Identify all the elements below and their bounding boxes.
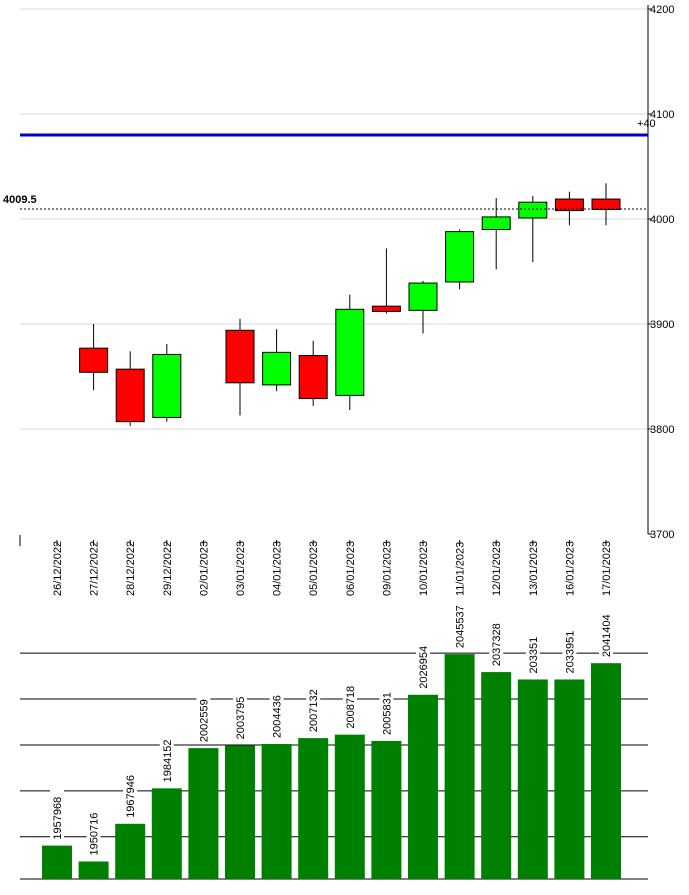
date-tick-label: 28/12/2022 (125, 541, 137, 596)
volume-label-backdrop (416, 636, 430, 690)
date-tick-label: 11/01/2023 (455, 542, 467, 596)
date-tick-label: 10/01/2023 (418, 541, 430, 596)
date-tick-label: 12/01/2023 (491, 541, 503, 596)
reference-line-group: +40 (20, 118, 656, 137)
candle-body (554, 198, 584, 212)
price-tick-label: 3900 (650, 319, 674, 331)
volume-data-label: 2026954 (418, 646, 430, 689)
date-tick-label: 16/01/2023 (564, 541, 576, 596)
volume-label-backdrop (269, 686, 284, 740)
volume-bar (334, 734, 365, 879)
volume-label-backdrop (233, 687, 247, 741)
date-tick-label: 09/01/2023 (381, 541, 393, 596)
volume-bar (481, 672, 512, 879)
price-tick-label: 3700 (650, 529, 674, 541)
price-gridlines (20, 8, 648, 430)
candle-body (262, 351, 292, 386)
volume-data-label: 203351 (528, 637, 540, 674)
volume-bar (42, 845, 72, 879)
volume-data-label: 2033951 (564, 631, 576, 674)
price-tick-label: 4000 (650, 214, 674, 226)
volume-label-backdrop (86, 803, 101, 857)
volume-data-label: 2008718 (345, 686, 357, 729)
volume-label-backdrop (196, 690, 211, 744)
volume-label-backdrop (452, 596, 467, 650)
candlestick-series (79, 183, 621, 426)
date-tick-label: 03/01/2023 (235, 541, 247, 596)
volume-label-backdrop (379, 682, 394, 736)
candle-body (225, 329, 255, 384)
volume-data-label: 2037328 (491, 623, 503, 666)
date-tick-label: 05/01/2023 (308, 541, 320, 596)
candle-body (335, 308, 365, 396)
candle-body (408, 282, 438, 311)
volume-label-backdrop (599, 605, 613, 659)
candle-body (445, 231, 475, 283)
volume-label-backdrop (50, 787, 64, 841)
volume-bar (554, 679, 585, 879)
date-tick-label: 27/12/2022 (89, 541, 101, 596)
volume-bar (188, 748, 219, 879)
date-tick-label: 13/01/2023 (528, 541, 540, 596)
volume-bar (408, 694, 438, 879)
price-axis-ticks: 3700 3800 3900 4000 4100 4200 (647, 4, 674, 541)
volume-bar (78, 861, 109, 879)
date-tick-label: 02/01/2023 (198, 541, 210, 596)
volume-data-label: 1957968 (52, 797, 64, 840)
volume-data-label: 2002559 (198, 699, 210, 742)
date-tick-label: 06/01/2023 (345, 541, 357, 596)
volume-bar (298, 738, 329, 879)
date-axis: 26/12/2022 27/12/2022 28/12/2022 29/12/2022… (19, 535, 613, 596)
volume-bar (444, 654, 475, 879)
date-tick-label: 26/12/2022 (52, 541, 64, 596)
volume-data-label: 2041404 (601, 614, 613, 657)
reference-line-label: +40 (637, 118, 656, 130)
volume-data-label: 1984152 (162, 740, 174, 783)
candle-body (481, 216, 511, 230)
candle-body (115, 368, 145, 423)
last-price-label: 4009.5 (3, 194, 37, 206)
volume-label-backdrop (342, 676, 357, 730)
volume-label-backdrop (525, 621, 540, 675)
date-tick-label: 17/01/2023 (601, 541, 613, 596)
date-tick-label: 29/12/2022 (162, 541, 174, 596)
date-tick-label: 04/01/2023 (272, 541, 284, 596)
volume-bar (261, 744, 292, 879)
price-tick-label: 3800 (650, 424, 674, 436)
volume-label-backdrop (306, 680, 321, 734)
volume-label-backdrop (489, 614, 504, 668)
last-price-group: 4009.5 (3, 194, 648, 210)
volume-bar (115, 823, 146, 879)
volume-label-backdrop (123, 765, 138, 819)
volume-data-label: 2003795 (235, 697, 247, 740)
volume-data-label: 1967946 (125, 775, 137, 818)
volume-data-label: 2004436 (272, 695, 284, 738)
volume-data-label: 2005831 (381, 692, 393, 735)
volume-bar (591, 663, 621, 879)
volume-bar (225, 745, 255, 879)
price-tick-label: 4200 (650, 4, 674, 16)
candle-body (518, 201, 548, 219)
candle-body (591, 198, 621, 211)
candle-body (298, 355, 328, 400)
volume-data-label: 1950716 (89, 813, 101, 856)
volume-bar (371, 740, 402, 879)
volume-bar (517, 679, 548, 879)
candle-body (79, 347, 109, 373)
volume-bar (151, 788, 182, 879)
volume-label-backdrop (159, 730, 174, 784)
candle-body (371, 305, 401, 312)
volume-label-backdrop (562, 621, 577, 675)
volume-data-label: 2045537 (455, 605, 467, 648)
price-tick-label: 4100 (650, 109, 674, 121)
volume-gridlines (20, 652, 648, 880)
volume-series: 1957968 1950716 1967946 1984152 2002559 20037… (42, 596, 621, 879)
candle-body (152, 353, 182, 418)
volume-data-label: 2007132 (308, 689, 320, 732)
